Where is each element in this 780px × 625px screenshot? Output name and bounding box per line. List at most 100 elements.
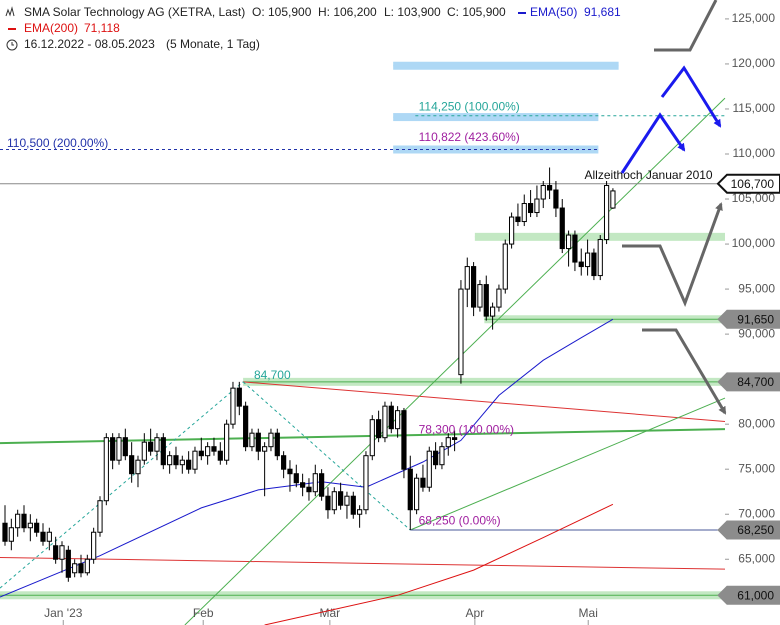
arrow	[620, 112, 686, 174]
icon	[5, 6, 15, 17]
trend-line	[0, 381, 244, 589]
candle-body	[376, 419, 382, 439]
candle-body	[34, 522, 40, 533]
candle-body	[363, 455, 369, 511]
candle-body	[382, 405, 388, 439]
candle-body	[53, 545, 59, 560]
candle-body	[230, 387, 236, 425]
candle-body	[508, 216, 515, 245]
candle-body	[521, 203, 527, 223]
candle-body	[407, 468, 413, 511]
candle-body	[306, 486, 312, 493]
x-tick-label: Feb	[193, 606, 214, 620]
candle-body	[527, 203, 534, 214]
price-tag-label: 91,650	[737, 312, 774, 326]
y-tick-label: 70,000	[738, 506, 775, 520]
period: 16.12.2022 - 08.05.2023	[24, 37, 155, 51]
candle-body	[357, 509, 363, 515]
candle-body	[262, 446, 268, 452]
y-tick-label: 65,000	[738, 551, 775, 565]
legend-label: EMA(50)	[530, 5, 577, 19]
annotation: 110,500 (200.00%)	[7, 136, 108, 150]
candle-body	[205, 446, 211, 457]
candle-body	[293, 473, 299, 484]
period-note: (5 Monate, 1 Tag)	[166, 37, 260, 51]
trend-line	[410, 397, 726, 531]
y-tick-label: 75,000	[738, 461, 775, 475]
candle-body	[154, 437, 160, 452]
candle-body	[489, 306, 496, 317]
plot: 65,00070,00075,00080,00085,00090,00095,0…	[0, 11, 780, 625]
candle-body	[369, 419, 375, 457]
candle-body	[420, 477, 426, 488]
candle-body	[565, 234, 572, 250]
ohlc-label: L: 103,900	[384, 5, 441, 19]
candle-body	[534, 198, 540, 214]
candle-body	[21, 513, 27, 529]
candle-body	[338, 491, 344, 506]
annotation: 84,700	[254, 368, 291, 382]
candle-body	[439, 446, 445, 466]
header: SMA Solar Technology AG (XETRA, Last) O:…	[0, 2, 630, 52]
y-tick-label: 115,000	[733, 101, 776, 115]
candle-body	[8, 527, 14, 542]
candle-body	[72, 563, 78, 574]
candle-body	[243, 405, 249, 448]
candle-body	[287, 468, 293, 475]
candle-body	[122, 437, 128, 457]
candle-body	[281, 455, 287, 470]
candle-body	[312, 473, 318, 493]
y-tick-label: 125,000	[732, 11, 776, 25]
x-tick-label: Jan '23	[44, 606, 83, 620]
candle-body	[224, 423, 230, 461]
candle-body	[268, 432, 274, 448]
annotation: Allzeithoch Januar 2010	[585, 168, 713, 182]
candle-body	[331, 491, 337, 511]
arrow	[660, 65, 722, 128]
y-tick-label: 95,000	[738, 281, 775, 295]
ema-line	[264, 503, 614, 625]
candle-body	[40, 531, 46, 542]
price-tag-label: 84,700	[737, 375, 774, 389]
price-tag	[717, 372, 780, 392]
candle-body	[515, 216, 521, 223]
candle-body	[84, 558, 90, 574]
candle-body	[59, 545, 65, 560]
candle-body	[477, 284, 483, 308]
candle-body	[578, 261, 584, 268]
x-tick-label: Mär	[320, 606, 341, 620]
candle-body	[350, 495, 356, 515]
candle-body	[148, 441, 154, 452]
candle-body	[452, 437, 458, 440]
candle-body	[141, 441, 147, 461]
candle-body	[458, 288, 464, 376]
legend-label: EMA(200)	[24, 21, 78, 35]
x-tick-label: Apr	[466, 606, 485, 620]
candle-body	[78, 563, 84, 574]
legend-value: 71,118	[84, 21, 120, 35]
candle-body	[274, 432, 280, 457]
candle-body	[15, 513, 21, 529]
price-tag-label: 61,000	[737, 588, 774, 602]
arrow	[654, 0, 718, 52]
candle-body	[603, 185, 610, 241]
candle-body	[433, 450, 439, 466]
annotation: 114,250 (100.00%)	[419, 99, 520, 113]
legend-value: 91,681	[584, 5, 621, 19]
candle-body	[129, 455, 135, 475]
ohlc-label: C: 105,900	[447, 5, 506, 19]
header-bg	[0, 2, 630, 52]
candle-body	[445, 437, 451, 448]
price-tag	[717, 520, 780, 540]
candle-body	[179, 459, 185, 466]
trend-line	[0, 556, 726, 570]
candle-body	[255, 432, 261, 452]
annotation: 110,822 (423.60%)	[419, 130, 520, 144]
y-tick-label: 110,000	[733, 146, 776, 160]
candle-body	[540, 185, 546, 200]
ohlc-label: O: 105,900	[252, 5, 312, 19]
candle-body	[496, 288, 502, 308]
candle-body	[401, 410, 407, 470]
candle-body	[97, 500, 103, 533]
